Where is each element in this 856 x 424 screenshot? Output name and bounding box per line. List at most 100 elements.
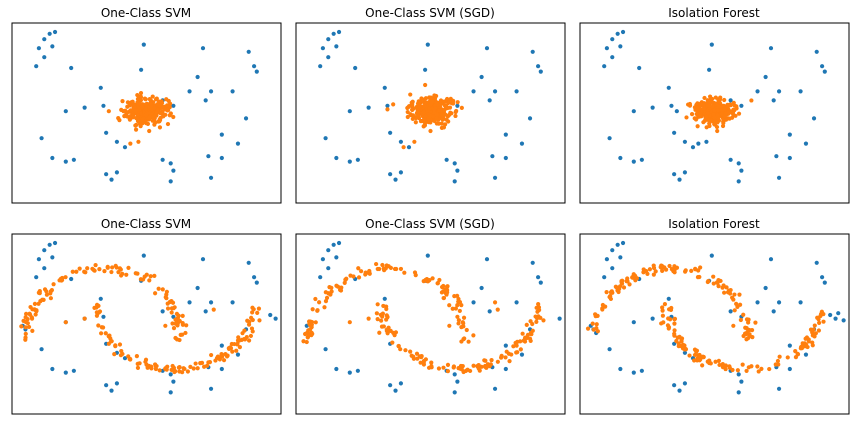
inlier-point <box>148 274 153 279</box>
inlier-point <box>624 279 629 284</box>
inlier-point <box>168 111 173 116</box>
inlier-point <box>715 108 720 113</box>
inlier-point <box>447 112 452 117</box>
inlier-point <box>461 315 467 320</box>
inlier-point <box>188 364 193 369</box>
outlier-point <box>471 89 476 94</box>
outlier-point <box>519 352 525 357</box>
inlier-point <box>720 123 726 129</box>
inlier-point <box>723 366 728 372</box>
outlier-point <box>171 168 176 173</box>
inlier-point <box>343 277 348 282</box>
outlier-point <box>639 157 644 162</box>
inlier-point <box>434 113 439 118</box>
inlier-point <box>63 275 68 280</box>
inlier-point <box>128 141 133 146</box>
outlier-point <box>50 366 55 372</box>
inlier-point <box>251 307 256 312</box>
inlier-point <box>813 331 818 336</box>
inlier-point <box>413 115 419 121</box>
inlier-point <box>717 97 723 102</box>
scatter-points <box>602 29 827 184</box>
outlier-point <box>787 343 792 348</box>
inlier-point <box>236 338 242 343</box>
inlier-point <box>109 269 114 275</box>
inlier-point <box>746 365 751 370</box>
inlier-point <box>590 321 595 326</box>
outlier-point <box>171 379 176 384</box>
outlier-point <box>334 255 339 260</box>
outlier-point <box>538 280 543 285</box>
inlier-point <box>147 97 152 102</box>
outlier-point <box>833 316 838 321</box>
outlier-point <box>101 314 106 319</box>
outlier-point <box>203 309 208 314</box>
inlier-point <box>118 267 123 272</box>
inlier-point <box>348 273 353 278</box>
inlier-point <box>96 323 101 328</box>
inlier-point <box>441 114 446 120</box>
inlier-point <box>410 107 415 112</box>
outlier-point <box>487 309 492 314</box>
inlier-point <box>143 102 148 107</box>
inlier-point <box>140 117 145 122</box>
subplot-6: Isolation Forest <box>579 217 850 415</box>
outlier-point <box>514 89 519 94</box>
outlier-point <box>452 372 457 377</box>
inlier-point <box>457 308 462 314</box>
inlier-point <box>689 268 694 273</box>
inlier-point <box>48 289 53 294</box>
outlier-point <box>69 276 74 282</box>
inlier-point <box>435 102 440 107</box>
inlier-point <box>122 114 127 119</box>
inlier-point <box>74 269 79 274</box>
inlier-point <box>459 105 464 110</box>
inlier-point <box>440 285 445 290</box>
inlier-point <box>524 335 530 341</box>
outlier-point <box>771 98 776 103</box>
inlier-point <box>184 323 189 328</box>
outlier-point <box>739 168 744 173</box>
outlier-point <box>398 170 404 175</box>
outlier-point <box>709 42 714 47</box>
inlier-point <box>34 309 39 314</box>
inlier-point <box>603 304 608 309</box>
outlier-point <box>326 248 331 253</box>
inlier-point <box>145 365 150 370</box>
inlier-point <box>213 358 218 363</box>
inlier-point <box>455 100 460 105</box>
inlier-point <box>155 102 160 107</box>
inlier-point <box>237 345 242 350</box>
inlier-point <box>529 331 534 337</box>
inlier-point <box>793 349 798 354</box>
inlier-point <box>97 267 102 272</box>
outlier-point <box>42 55 47 60</box>
inlier-point <box>150 94 155 99</box>
outlier-point <box>836 311 841 316</box>
inlier-point <box>136 101 141 106</box>
outlier-point <box>71 368 76 373</box>
outlier-point <box>114 381 120 386</box>
inlier-point <box>91 267 96 273</box>
inlier-point <box>693 107 698 112</box>
inlier-point <box>594 326 599 331</box>
inlier-point <box>41 297 46 302</box>
outlier-point <box>104 172 109 177</box>
inlier-point <box>747 334 753 339</box>
inlier-point <box>753 320 758 325</box>
inlier-point <box>743 331 748 336</box>
inlier-point <box>808 327 814 332</box>
subplot-1: One-Class SVM <box>11 6 282 204</box>
inlier-point <box>621 285 627 290</box>
outlier-point <box>98 85 103 90</box>
outlier-point <box>230 300 235 305</box>
inlier-point <box>511 344 516 349</box>
inlier-point <box>459 303 464 308</box>
outlier-point <box>388 130 393 135</box>
inlier-point <box>495 307 500 312</box>
inlier-point <box>143 106 148 111</box>
inlier-point <box>450 306 455 311</box>
outlier-point <box>768 46 774 51</box>
outlier-point <box>820 64 825 69</box>
inlier-point <box>749 98 754 103</box>
